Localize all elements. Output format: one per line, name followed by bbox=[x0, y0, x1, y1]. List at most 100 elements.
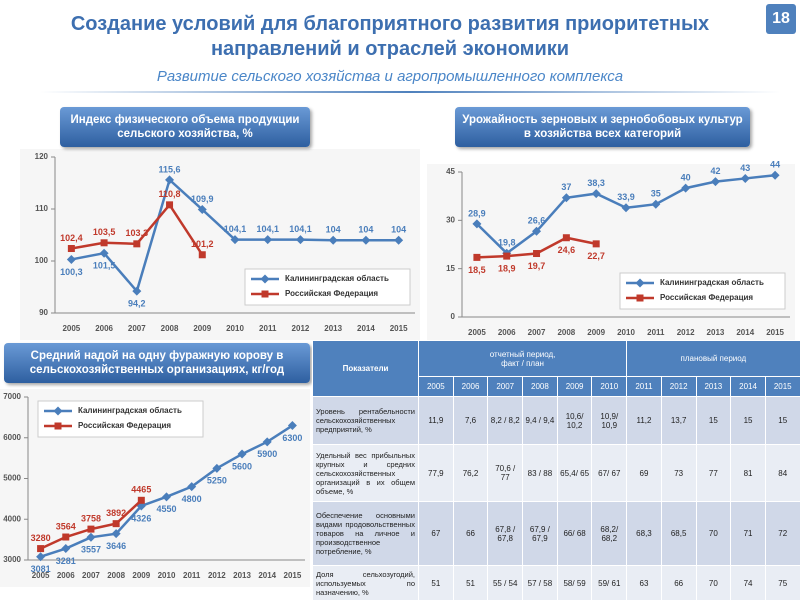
y-tick-label: 110 bbox=[35, 204, 48, 213]
marker bbox=[66, 254, 76, 264]
table-cell: 76,2 bbox=[452, 444, 489, 502]
x-tick-label: 2006 bbox=[57, 571, 75, 580]
marker bbox=[770, 170, 780, 180]
x-tick-label: 2014 bbox=[736, 328, 754, 337]
marker bbox=[230, 235, 240, 245]
table-cell: 11,9 bbox=[418, 396, 454, 445]
table-cell: 70,6 / 77 bbox=[487, 444, 524, 502]
table-row: Удельный вес прибыльных крупных и средни… bbox=[312, 444, 800, 502]
x-tick-label: 2005 bbox=[62, 324, 80, 333]
x-tick-label: 2009 bbox=[132, 571, 150, 580]
row-label: Обеспечение основными видами продовольст… bbox=[312, 501, 419, 566]
year-cell: 2015 bbox=[764, 376, 800, 397]
data-label: 115,6 bbox=[159, 164, 181, 174]
separator bbox=[40, 91, 780, 93]
table-cell: 70 bbox=[695, 501, 732, 566]
marker bbox=[166, 201, 174, 209]
marker bbox=[636, 294, 644, 302]
data-label: 103,3 bbox=[126, 228, 149, 238]
table-cell: 77,9 bbox=[418, 444, 454, 502]
marker bbox=[394, 235, 404, 245]
marker bbox=[62, 533, 70, 541]
table-cell: 15 bbox=[730, 396, 766, 445]
y-tick-label: 15 bbox=[446, 264, 455, 273]
marker bbox=[54, 422, 62, 430]
data-label: 3758 bbox=[81, 513, 101, 523]
marker bbox=[261, 290, 269, 298]
x-tick-label: 2011 bbox=[647, 328, 665, 337]
year-cell: 2009 bbox=[556, 376, 593, 397]
data-label: 40 bbox=[681, 172, 691, 182]
y-tick-label: 0 bbox=[451, 312, 456, 321]
table-cell: 13,7 bbox=[660, 396, 697, 445]
marker bbox=[37, 545, 45, 553]
marker bbox=[328, 235, 338, 245]
line-chart: 90 100 110 120 2005 2006 2007 2008 2009 2010 2011 2… bbox=[20, 149, 420, 340]
table-cell: 77 bbox=[695, 444, 732, 502]
legend-label: Российская Федерация bbox=[285, 289, 378, 298]
x-tick-label: 2010 bbox=[617, 328, 635, 337]
table-cell: 67,9 / 67,9 bbox=[522, 501, 558, 566]
row-label: Уровень рентабельности сельскохозяйствен… bbox=[312, 396, 419, 445]
legend-label: Российская Федерация bbox=[660, 293, 753, 302]
table-cell: 66 bbox=[660, 565, 697, 600]
x-tick-label: 2011 bbox=[183, 571, 201, 580]
data-label: 37 bbox=[561, 182, 571, 192]
x-tick-label: 2008 bbox=[107, 571, 125, 580]
table-row: Уровень рентабельности сельскохозяйствен… bbox=[312, 396, 800, 445]
table-cell: 15 bbox=[695, 396, 732, 445]
marker bbox=[137, 496, 145, 504]
x-tick-label: 2009 bbox=[193, 324, 211, 333]
y-tick-label: 7000 bbox=[3, 392, 21, 401]
legend-label: Российская Федерация bbox=[78, 421, 171, 430]
marker bbox=[361, 235, 371, 245]
data-label: 3564 bbox=[56, 521, 76, 531]
x-tick-label: 2013 bbox=[707, 328, 725, 337]
marker bbox=[133, 240, 141, 248]
data-label: 4550 bbox=[156, 504, 176, 514]
marker bbox=[591, 189, 601, 199]
header-cell: отчетный период, факт / план bbox=[417, 340, 628, 377]
year-cell: 2014 bbox=[730, 376, 766, 397]
table-cell: 66/ 68 bbox=[556, 501, 593, 566]
marker bbox=[86, 532, 96, 542]
data-label: 19,7 bbox=[528, 261, 546, 271]
data-label: 43 bbox=[740, 163, 750, 173]
marker bbox=[260, 274, 270, 284]
table-cell: 73 bbox=[660, 444, 697, 502]
data-label: 28,9 bbox=[468, 208, 486, 218]
x-tick-label: 2007 bbox=[82, 571, 100, 580]
header-row: Показатели отчетный период, факт / план пл… bbox=[312, 340, 800, 397]
chart-title: Индекс физического объема продукции сель… bbox=[60, 107, 310, 147]
table-cell: 58/ 59 bbox=[556, 565, 593, 600]
marker bbox=[237, 449, 247, 459]
table-cell: 11,2 bbox=[626, 396, 662, 445]
legend-box bbox=[619, 272, 786, 310]
data-label: 18,9 bbox=[498, 263, 516, 273]
data-label: 22,7 bbox=[587, 251, 605, 261]
header-row: 2005 2006 2007 2008 2009 2010 2011 2012 2013 2014… bbox=[313, 376, 800, 397]
table-cell: 71 bbox=[730, 501, 766, 566]
row-label: Доля сельхозугодий, используемых по назн… bbox=[312, 565, 419, 600]
marker bbox=[36, 552, 46, 562]
data-label: 4326 bbox=[131, 513, 151, 523]
marker bbox=[287, 421, 297, 431]
y-tick-label: 5000 bbox=[3, 474, 21, 483]
marker bbox=[295, 235, 305, 245]
marker bbox=[503, 252, 511, 260]
x-tick-label: 2013 bbox=[233, 571, 251, 580]
data-label: 109,9 bbox=[191, 194, 214, 204]
table-cell: 84 bbox=[764, 444, 800, 502]
year-cell: 2007 bbox=[487, 376, 524, 397]
marker bbox=[561, 193, 571, 203]
year-cell: 2008 bbox=[522, 376, 558, 397]
marker bbox=[472, 219, 482, 229]
x-tick-label: 2006 bbox=[498, 328, 516, 337]
data-label: 3081 bbox=[31, 564, 51, 574]
marker bbox=[165, 175, 175, 185]
x-tick-label: 2014 bbox=[258, 571, 276, 580]
marker bbox=[198, 251, 206, 259]
x-tick-label: 2012 bbox=[292, 324, 310, 333]
